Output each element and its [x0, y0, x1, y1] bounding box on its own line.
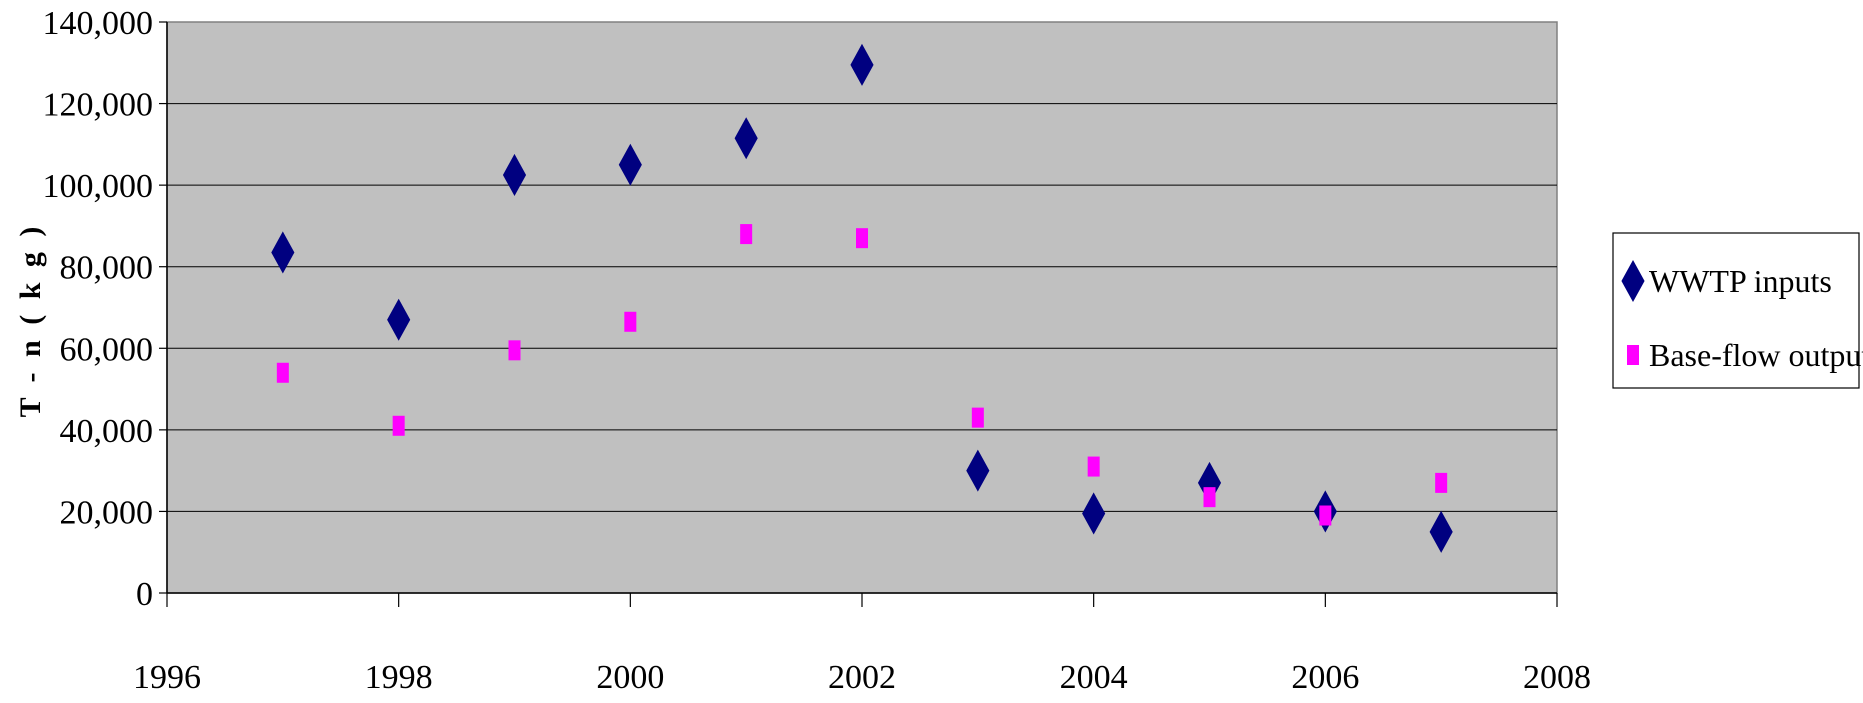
data-point-square: [856, 228, 868, 249]
data-point-square: [624, 311, 637, 332]
x-tick-label: 1998: [365, 659, 433, 696]
x-tick-label: 2006: [1291, 659, 1359, 696]
y-tick-label: 40,000: [60, 413, 154, 450]
y-tick-label: 80,000: [60, 250, 154, 287]
data-point-diamond: [387, 298, 411, 341]
data-point-square: [276, 362, 289, 383]
data-point-diamond: [1082, 492, 1106, 535]
data-point-diamond: [502, 153, 527, 196]
x-axis: 1996 1998 2000 2002 2004 2006 2008: [133, 592, 1591, 696]
data-point-diamond: [734, 117, 758, 160]
legend-marker: [1621, 259, 1645, 303]
data-point-square: [1087, 456, 1100, 477]
data-point-square: [508, 340, 521, 361]
y-axis-label: T - n ( k g ): [14, 223, 47, 418]
y-tick-label: 140,000: [43, 5, 154, 42]
data-point-square: [1435, 472, 1448, 493]
data-point-square: [392, 415, 405, 436]
data-point-diamond: [850, 43, 874, 86]
legend-label: Base-flow outputs: [1649, 337, 1863, 373]
x-tick-label: 2008: [1523, 659, 1591, 696]
data-point-diamond: [618, 143, 642, 186]
legend-marker: [1627, 345, 1639, 365]
data-marks: [271, 43, 1453, 553]
data-point-diamond: [1429, 510, 1453, 553]
y-tick-label: 100,000: [43, 168, 154, 205]
legend: WWTP inputs Base-flow outputs: [1612, 232, 1863, 389]
data-point-square: [1203, 487, 1216, 508]
data-point-diamond: [271, 231, 295, 274]
plot-area: [166, 21, 1558, 594]
y-tick-label: 0: [136, 576, 153, 613]
y-tick-label: 20,000: [60, 494, 154, 531]
y-tick-label: 120,000: [43, 87, 154, 124]
y-axis: 0 20,000 40,000 60,000 80,000 100,000 120,000 1…: [43, 5, 168, 613]
series-2: [276, 224, 1448, 526]
x-tick-label: 1996: [133, 659, 201, 696]
plot-background: [166, 21, 1558, 594]
x-tick-label: 2004: [1060, 659, 1128, 696]
data-point-square: [1319, 505, 1332, 526]
data-point-square: [740, 224, 753, 245]
data-point-square: [971, 407, 984, 428]
legend-label: WWTP inputs: [1649, 263, 1832, 299]
y-tick-label: 60,000: [60, 331, 154, 368]
legend-box: [1612, 232, 1860, 389]
data-point-diamond: [966, 449, 990, 492]
x-tick-label: 2000: [596, 659, 664, 696]
x-tick-label: 2002: [828, 659, 896, 696]
